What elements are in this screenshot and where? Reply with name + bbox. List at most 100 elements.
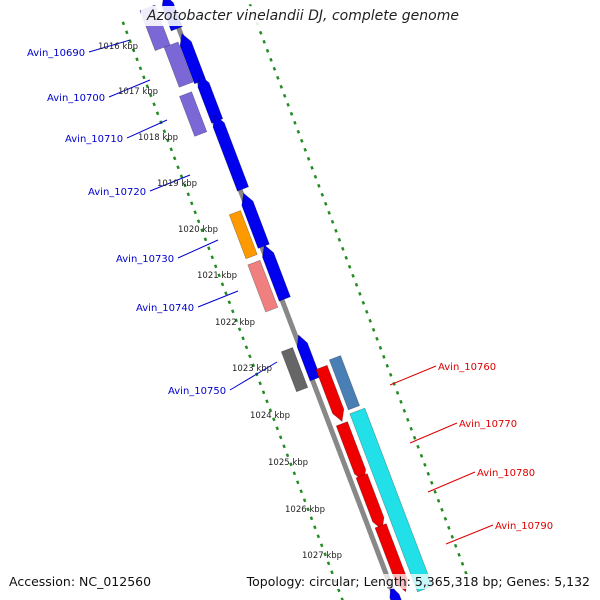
gene-label-forward[interactable]: Avin_10730 — [116, 254, 174, 265]
tick-dot — [330, 219, 335, 224]
tick-dot — [275, 426, 279, 431]
kbp-tick-label: 1023 kbp — [232, 364, 272, 374]
tick-dot — [402, 408, 407, 413]
gene-label-forward[interactable]: Avin_10690 — [27, 48, 85, 59]
tick-dot — [300, 138, 304, 143]
gene-feature[interactable] — [296, 334, 321, 382]
tick-dot — [138, 66, 143, 71]
tick-dot — [125, 30, 129, 35]
tick-dot — [289, 462, 293, 467]
gene-feature[interactable] — [328, 355, 360, 411]
tick-dot — [368, 318, 372, 323]
gene-label-reverse[interactable]: Avin_10780 — [477, 468, 535, 479]
tick-dot — [286, 102, 290, 107]
tick-dot — [172, 156, 177, 161]
gene-feature[interactable] — [197, 74, 224, 124]
gene-label-forward[interactable]: Avin_10710 — [65, 134, 123, 145]
gene-label-forward[interactable]: Avin_10720 — [88, 187, 146, 198]
tick-dot — [351, 273, 355, 278]
label-leader-line — [229, 361, 278, 391]
tick-dot — [152, 102, 156, 107]
accession-label: Accession: NC_012560 — [9, 574, 152, 589]
tick-dot — [443, 516, 448, 521]
tick-dot — [319, 543, 324, 548]
tick-dot — [299, 489, 303, 494]
tick-dot — [323, 201, 328, 206]
tick-dot — [330, 570, 334, 575]
tick-dot — [292, 471, 297, 476]
tick-dot — [382, 354, 386, 359]
tick-dot — [406, 417, 410, 422]
tick-dot — [412, 435, 417, 440]
tick-dot — [447, 525, 451, 530]
gene-feature[interactable] — [179, 33, 207, 85]
gene-label-reverse[interactable]: Avin_10760 — [438, 362, 496, 373]
tick-dot — [265, 48, 270, 53]
gene-label-forward[interactable]: Avin_10740 — [136, 303, 194, 314]
tick-dot — [278, 435, 283, 440]
tick-dot — [196, 219, 201, 224]
gene-feature[interactable] — [280, 347, 309, 393]
tick-dot — [309, 516, 314, 521]
tick-dot — [347, 264, 352, 269]
tick-dot — [316, 534, 321, 539]
tick-dot — [358, 291, 362, 296]
tick-dot — [289, 111, 294, 116]
gene-feature[interactable] — [262, 244, 291, 302]
tick-dot — [388, 372, 393, 377]
label-leader-line — [389, 365, 437, 386]
tick-dot — [302, 498, 307, 503]
gene-feature[interactable] — [247, 259, 279, 313]
tick-dot — [340, 597, 344, 600]
tick-dot — [365, 309, 369, 314]
tick-dot — [327, 210, 331, 215]
tick-dot — [409, 426, 413, 431]
gene-label-forward[interactable]: Avin_10750 — [168, 386, 226, 397]
tick-dot — [464, 570, 468, 575]
tick-dot — [237, 327, 242, 332]
tick-dot — [416, 444, 420, 449]
label-leader-line — [177, 239, 219, 259]
tick-dot — [296, 480, 300, 485]
tick-dot — [313, 174, 318, 179]
label-leader-line — [108, 79, 151, 98]
tick-dot — [285, 453, 290, 458]
tick-dot — [361, 300, 366, 305]
map-title: Azotobacter vinelandii DJ, complete geno… — [141, 6, 465, 26]
gene-feature[interactable] — [315, 364, 345, 422]
tick-dot — [317, 183, 321, 188]
label-leader-line — [126, 119, 168, 139]
tick-dot — [306, 507, 310, 512]
tick-dot — [320, 192, 325, 197]
tick-dot — [190, 201, 194, 206]
tick-dot — [262, 39, 266, 44]
gene-label-reverse[interactable]: Avin_10770 — [459, 419, 517, 430]
kbp-tick-label: 1024 kbp — [250, 411, 290, 421]
tick-dot — [436, 498, 441, 503]
kbp-tick-label: 1021 kbp — [197, 271, 237, 281]
gene-feature[interactable] — [212, 114, 250, 192]
tick-dot — [179, 174, 184, 179]
tick-dot — [419, 453, 424, 458]
gene-label-forward[interactable]: Avin_10700 — [47, 93, 105, 104]
gene-feature[interactable] — [241, 192, 270, 249]
tick-dot — [385, 363, 389, 368]
kbp-tick-label: 1018 kbp — [138, 133, 178, 143]
tick-dot — [310, 165, 314, 170]
kbp-tick-label: 1016 kbp — [98, 42, 138, 52]
gene-feature[interactable] — [355, 473, 385, 531]
gene-label-reverse[interactable]: Avin_10790 — [495, 521, 553, 532]
tick-dot — [155, 111, 160, 116]
tick-dot — [450, 534, 454, 539]
gene-feature[interactable] — [163, 41, 194, 88]
tick-dot — [334, 228, 338, 233]
label-leader-line — [409, 422, 458, 444]
tick-dot — [293, 120, 297, 125]
tick-dot — [453, 543, 458, 548]
gene-feature[interactable] — [228, 210, 258, 260]
gene-feature[interactable] — [179, 91, 208, 137]
gene-labels: Avin_10690 Avin_10700 Avin_10710 Avin_10720… — [27, 39, 553, 545]
tick-dot — [145, 84, 150, 89]
kbp-tick-label: 1020 kbp — [178, 225, 218, 235]
